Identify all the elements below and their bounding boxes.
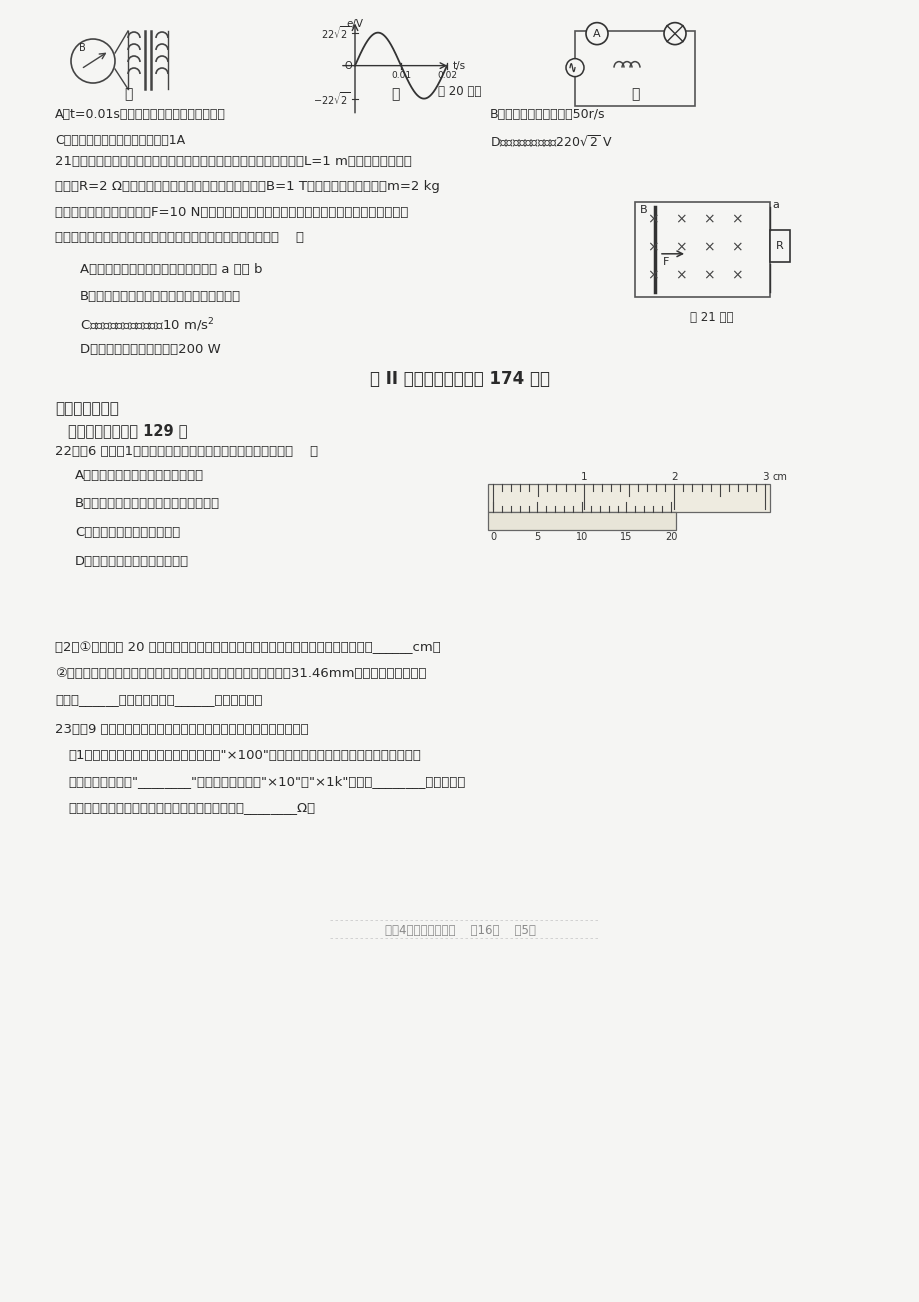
Text: 23．（9 分）某同学为确定某电子元件的电学特性，进行如下测量。: 23．（9 分）某同学为确定某电子元件的电学特性，进行如下测量。 xyxy=(55,723,308,736)
Text: 第 20 题图: 第 20 题图 xyxy=(437,85,482,98)
Text: O: O xyxy=(344,61,352,70)
Bar xyxy=(769,230,789,262)
Text: （一）必考题：共 129 分: （一）必考题：共 129 分 xyxy=(68,423,187,439)
Text: ×: × xyxy=(702,241,714,255)
Text: ×: × xyxy=(702,212,714,227)
Text: $22\sqrt{2}$: $22\sqrt{2}$ xyxy=(321,25,349,40)
Text: A．t=0.01s时刻穿过线框回路的磁通量为零: A．t=0.01s时刻穿过线框回路的磁通量为零 xyxy=(55,108,226,121)
Text: ×: × xyxy=(675,212,686,227)
Bar xyxy=(574,31,694,105)
Text: R: R xyxy=(776,241,783,251)
Text: B: B xyxy=(79,43,85,53)
Text: 第 21 题图: 第 21 题图 xyxy=(689,311,733,324)
Text: ×: × xyxy=(646,241,658,255)
Text: 的金属棒在恒定的水平拉力F=10 N的作用下，在导轨上由静止开始向左运动，运动中金属棒始: 的金属棒在恒定的水平拉力F=10 N的作用下，在导轨上由静止开始向左运动，运动中… xyxy=(55,206,408,219)
Text: D．探究弹簧伸长与弹力的关系: D．探究弹簧伸长与弹力的关系 xyxy=(75,555,189,568)
Text: B．交流发电机的转速为50r/s: B．交流发电机的转速为50r/s xyxy=(490,108,605,121)
Text: 终与导轨垂直，导轨及金属棒的电阻不计，下列说法正确的是（    ）: 终与导轨垂直，导轨及金属棒的电阻不计，下列说法正确的是（ ） xyxy=(55,232,303,243)
Text: 5: 5 xyxy=(534,533,540,543)
Text: t/s: t/s xyxy=(452,61,466,70)
Text: B: B xyxy=(640,204,647,215)
Text: 10: 10 xyxy=(575,533,587,543)
Text: A．探究小车速度随时间的变化关系: A．探究小车速度随时间的变化关系 xyxy=(75,469,204,482)
Text: 测量，之后多用电表的示数如图所示，测量结果为________Ω。: 测量，之后多用电表的示数如图所示，测量结果为________Ω。 xyxy=(68,801,315,814)
Text: 2: 2 xyxy=(670,473,677,482)
Text: 值电阻R=2 Ω，整个装置处于垂直导轨平面磁感应强度B=1 T的匀强磁场中，一质量m=2 kg: 值电阻R=2 Ω，整个装置处于垂直导轨平面磁感应强度B=1 T的匀强磁场中，一质… xyxy=(55,180,439,193)
Text: ×: × xyxy=(675,241,686,255)
Text: F: F xyxy=(663,256,669,267)
Text: 甲: 甲 xyxy=(124,87,132,102)
Text: C．探究力的平行四边形定则: C．探究力的平行四边形定则 xyxy=(75,526,180,539)
Text: C．变压器原线圈中电流表示数为1A: C．变压器原线圈中电流表示数为1A xyxy=(55,134,185,147)
Text: 0.02: 0.02 xyxy=(437,70,457,79)
Text: （2）①某同学用 20 分度的游标卡尺测量圆管的直径，示数如图所示，则钢球直径为______cm。: （2）①某同学用 20 分度的游标卡尺测量圆管的直径，示数如图所示，则钢球直径为… xyxy=(55,641,440,654)
Text: 1: 1 xyxy=(580,473,586,482)
Text: ×: × xyxy=(646,268,658,283)
Text: 过小，因此需选择"________"倍率的欧姆挡（填"×10"或"×1k"），并________后再次进行: 过小，因此需选择"________"倍率的欧姆挡（填"×10"或"×1k"），并… xyxy=(68,775,465,788)
Text: ×: × xyxy=(675,268,686,283)
Text: 丙: 丙 xyxy=(630,87,639,102)
Text: 3: 3 xyxy=(761,473,767,482)
Text: ×: × xyxy=(702,268,714,283)
Text: 第 II 卷（非选择题，共 174 分）: 第 II 卷（非选择题，共 174 分） xyxy=(369,370,550,388)
Text: 0: 0 xyxy=(490,533,495,543)
Bar xyxy=(487,484,769,513)
Circle shape xyxy=(664,22,686,44)
Text: A．产生的感应电流方向为金属棒中由 a 指向 b: A．产生的感应电流方向为金属棒中由 a 指向 b xyxy=(80,263,262,276)
Text: 20: 20 xyxy=(664,533,676,543)
Text: ②若某同学也是用这个游标卡尺测量另一物体的长度，测量结果为31.46mm，则在读数时游标尺: ②若某同学也是用这个游标卡尺测量另一物体的长度，测量结果为31.46mm，则在读… xyxy=(55,667,426,680)
Text: 22．（6 分）（1）下列各个实验中，应用了控制变量法的是（    ）: 22．（6 分）（1）下列各个实验中，应用了控制变量法的是（ ） xyxy=(55,445,318,458)
Circle shape xyxy=(585,22,607,44)
Text: C．金属棒的最大加速度为10 m/s$^2$: C．金属棒的最大加速度为10 m/s$^2$ xyxy=(80,316,214,333)
Bar xyxy=(487,513,675,530)
Text: ×: × xyxy=(731,241,742,255)
Text: 15: 15 xyxy=(619,533,632,543)
Text: a: a xyxy=(771,199,778,210)
Text: 上的第______格与主尺上的第______毫米格对齐。: 上的第______格与主尺上的第______毫米格对齐。 xyxy=(55,693,262,706)
Text: D．灯泡的额定电压为220$\sqrt{2}$ V: D．灯泡的额定电压为220$\sqrt{2}$ V xyxy=(490,134,613,150)
Text: 21．如图所示，足够长的平行光滑导轨固定在水平面上，导轨间距为L=1 m，其右端连接有定: 21．如图所示，足够长的平行光滑导轨固定在水平面上，导轨间距为L=1 m，其右端… xyxy=(55,155,412,168)
Text: （1）用多用电表测量该元件的电阻，选用"×100"倍率的欧姆挡测量，发现多用电表指针偏转: （1）用多用电表测量该元件的电阻，选用"×100"倍率的欧姆挡测量，发现多用电表… xyxy=(68,749,420,762)
Circle shape xyxy=(565,59,584,77)
Text: e/V: e/V xyxy=(346,18,363,29)
Text: 三、非选择题：: 三、非选择题： xyxy=(55,401,119,417)
Text: 乙: 乙 xyxy=(391,87,399,102)
Text: cm: cm xyxy=(772,473,787,482)
Text: $-22\sqrt{2}$: $-22\sqrt{2}$ xyxy=(312,90,349,107)
Text: ×: × xyxy=(731,268,742,283)
Text: ×: × xyxy=(731,212,742,227)
Bar xyxy=(634,202,769,297)
Text: ×: × xyxy=(646,212,658,227)
Text: A: A xyxy=(593,29,600,39)
Text: 0.01: 0.01 xyxy=(391,70,411,79)
Text: B．探究小车的加速度与质量、力的关系: B．探究小车的加速度与质量、力的关系 xyxy=(75,497,220,510)
Text: 高三4月理科综合试卷    共16页    第5页: 高三4月理科综合试卷 共16页 第5页 xyxy=(384,924,535,937)
Text: B．金属棒向左做先加速后减速运动直到静止: B．金属棒向左做先加速后减速运动直到静止 xyxy=(80,289,241,302)
Text: D．水平拉力的最大功率为200 W: D．水平拉力的最大功率为200 W xyxy=(80,342,221,355)
